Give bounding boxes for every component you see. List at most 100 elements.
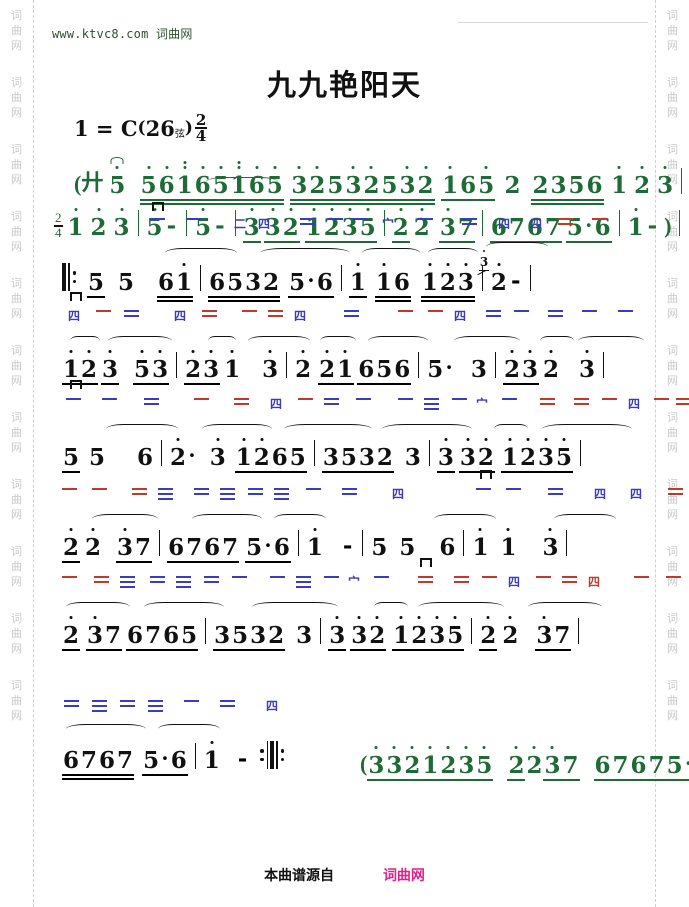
repeat-dot[interactable] [280, 749, 285, 753]
octave-up-dot[interactable] [478, 528, 482, 531]
footer-site-name[interactable]: 词曲网 [382, 868, 425, 884]
note[interactable]: 5 [63, 444, 80, 471]
slur[interactable] [486, 242, 548, 252]
note[interactable]: 7 [457, 214, 474, 241]
note[interactable]: 3 [101, 350, 119, 381]
note[interactable]: 1 [306, 528, 324, 559]
note[interactable]: 3 [457, 263, 475, 294]
fingering-line[interactable] [132, 493, 147, 495]
slur[interactable] [542, 424, 632, 434]
note[interactable]: 6 [490, 214, 507, 241]
note[interactable]: 3 [243, 208, 261, 239]
octave-up-dot[interactable] [506, 528, 510, 531]
note[interactable]: 2 [268, 622, 285, 649]
barline[interactable] [681, 168, 683, 194]
octave-up-dot[interactable] [210, 741, 214, 744]
fingering-line[interactable] [634, 576, 649, 578]
note[interactable]: 6 [194, 166, 212, 197]
note-group[interactable]: 1 [610, 166, 628, 197]
fingering-mark[interactable] [120, 700, 135, 707]
fingering-line[interactable] [124, 310, 139, 312]
meter-denominator[interactable]: 4 [55, 224, 62, 240]
note[interactable]: 6 [393, 269, 410, 296]
fingering-line[interactable] [150, 576, 165, 578]
bow-down-mark[interactable] [420, 558, 432, 567]
note[interactable]: 6 [209, 269, 226, 296]
fingering-line[interactable] [562, 581, 577, 583]
pickup-symbol[interactable]: 廾 [81, 170, 104, 195]
note[interactable]: 2 [253, 438, 271, 469]
fingering-mark[interactable] [150, 576, 165, 583]
fingering-line[interactable] [120, 581, 135, 583]
fingering-line[interactable] [398, 398, 413, 400]
note[interactable]: 5 [568, 172, 585, 199]
barline[interactable] [428, 440, 430, 466]
note[interactable]: 7 [562, 752, 579, 779]
slur[interactable] [144, 602, 224, 612]
fingering-line[interactable] [176, 576, 191, 578]
duration-dash[interactable]: - [237, 745, 248, 772]
note-group[interactable]: 5 [88, 446, 106, 469]
octave-up-dot[interactable] [382, 263, 386, 266]
note[interactable]: 1 [175, 263, 193, 294]
octave-up-dot[interactable] [201, 166, 205, 169]
fingering-line[interactable] [64, 705, 79, 707]
augmentation-dot[interactable]: · [188, 443, 196, 468]
slur[interactable] [252, 602, 338, 612]
fingering-line[interactable] [356, 398, 371, 400]
fingering-line[interactable] [462, 223, 477, 225]
fingering-position-label[interactable]: 宀 [348, 575, 361, 589]
fingering-mark[interactable] [150, 218, 165, 220]
note[interactable]: 6 [127, 622, 144, 649]
octave-up-dot[interactable] [153, 208, 157, 211]
slur[interactable] [158, 724, 220, 734]
fingering-line[interactable] [184, 700, 199, 702]
fingering-line[interactable] [274, 498, 289, 500]
note[interactable]: 2 [439, 263, 457, 294]
fingering-position-label[interactable]: 四 [174, 309, 187, 323]
note[interactable]: 3 [541, 528, 559, 559]
fingering-line[interactable] [654, 398, 669, 400]
fingering-mark[interactable] [300, 218, 315, 225]
note[interactable]: 3 [245, 269, 262, 296]
note-group[interactable]: 2 [525, 746, 543, 777]
octave-up-dot[interactable] [484, 438, 488, 441]
beamed-group[interactable]: 5 [87, 271, 106, 298]
octave-up-dot[interactable] [617, 166, 621, 169]
fingering-mark[interactable] [124, 310, 139, 317]
note-group[interactable]: 2 [633, 166, 651, 197]
note[interactable]: 1 [62, 350, 80, 381]
octave-up-dot[interactable] [562, 438, 566, 441]
fingering-mark[interactable] [654, 398, 669, 400]
fingering-mark[interactable] [454, 576, 469, 583]
octave-up-dot[interactable] [351, 166, 355, 169]
fingering-mark[interactable] [668, 488, 683, 495]
fingering-mark[interactable] [62, 576, 77, 578]
repeat-dot[interactable] [72, 279, 76, 283]
fingering-mark[interactable] [96, 310, 111, 312]
beamed-group[interactable]: 2 [507, 746, 526, 781]
fingering-mark[interactable] [220, 488, 235, 500]
octave-up-dot[interactable] [417, 616, 421, 619]
bow-down-mark[interactable] [152, 202, 164, 211]
note[interactable]: 2 [479, 616, 497, 647]
barline[interactable] [418, 352, 420, 378]
fingering-line[interactable] [132, 488, 147, 490]
fingering-line[interactable] [476, 488, 491, 490]
octave-up-dot[interactable] [158, 350, 162, 353]
note[interactable]: 3 [341, 208, 359, 239]
octave-up-dot[interactable] [268, 350, 272, 353]
score-row[interactable]: 5 5 6 2 · 3 1 2 6 5 3 5 3 2 3 3 3 2 1 2 3 5 [62, 438, 689, 473]
coda-open-paren[interactable]: ( [360, 751, 368, 776]
note[interactable]: 6 [586, 172, 603, 199]
note[interactable]: 5 [381, 172, 398, 199]
octave-up-dot[interactable] [147, 166, 151, 169]
note[interactable]: 6 [137, 444, 154, 471]
fingering-line[interactable] [574, 403, 589, 405]
octave-up-dot[interactable] [325, 350, 329, 353]
fingering-line[interactable] [668, 488, 683, 490]
note[interactable]: 7 [186, 534, 203, 561]
fingering-line[interactable] [268, 310, 283, 312]
